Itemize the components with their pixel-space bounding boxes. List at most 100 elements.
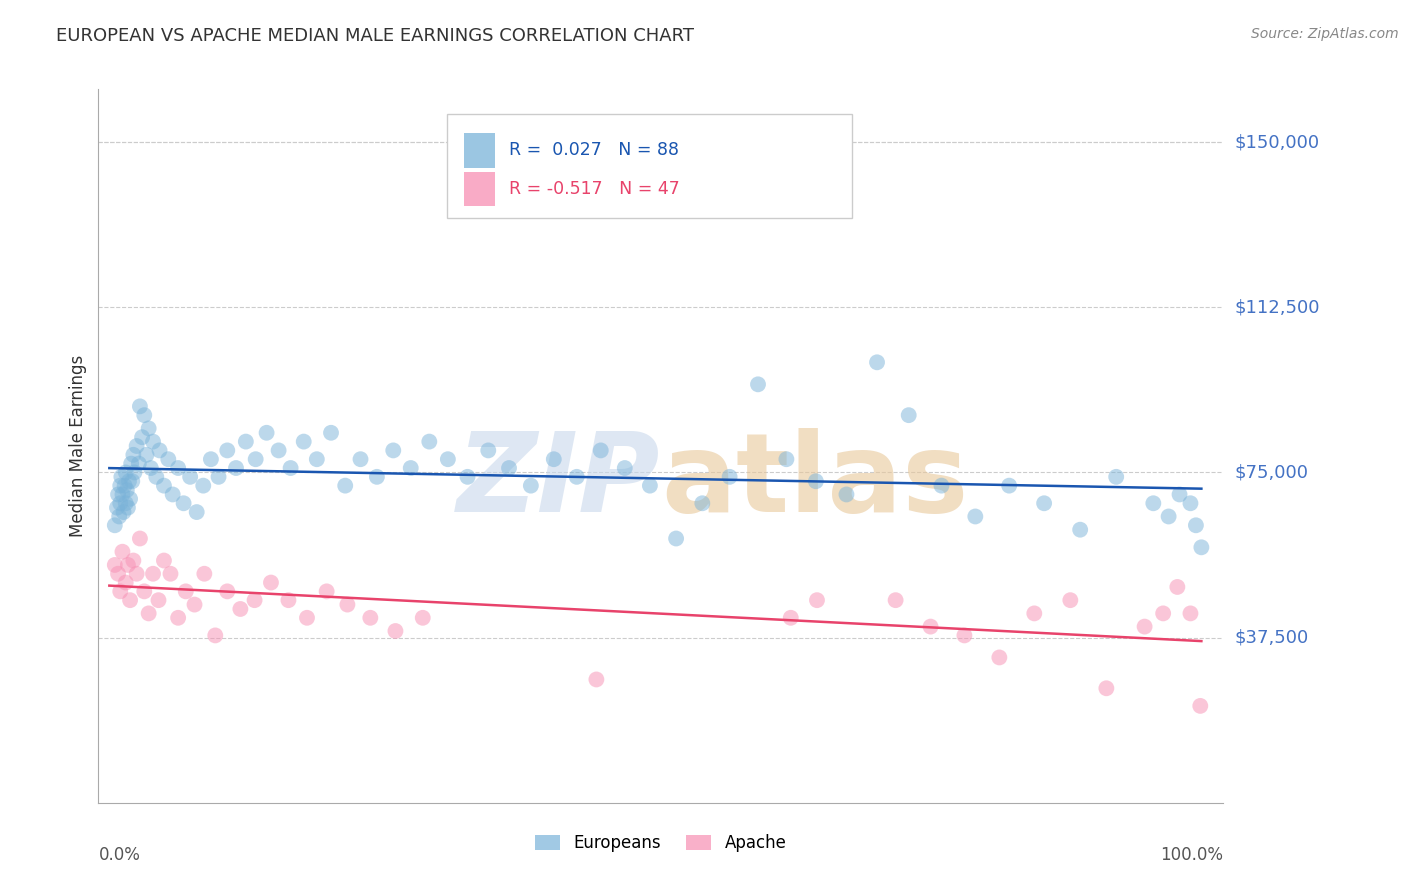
Point	[193, 478, 215, 492]
Point	[382, 443, 405, 458]
Point	[183, 598, 205, 612]
Point	[107, 487, 129, 501]
Text: $37,500: $37,500	[1234, 629, 1309, 647]
Text: $75,000: $75,000	[1234, 464, 1309, 482]
Point	[111, 487, 134, 501]
Point	[1168, 487, 1191, 501]
Point	[638, 478, 661, 492]
Point	[998, 478, 1021, 492]
Point	[217, 584, 239, 599]
Point	[229, 602, 252, 616]
Point	[1157, 509, 1180, 524]
Point	[114, 466, 136, 480]
Point	[1166, 580, 1188, 594]
Point	[204, 628, 226, 642]
Point	[153, 478, 176, 492]
Point	[167, 461, 190, 475]
Point	[292, 434, 315, 449]
Point	[835, 487, 858, 501]
Point	[200, 452, 222, 467]
Point	[110, 478, 132, 492]
Point	[104, 518, 127, 533]
Point	[122, 553, 145, 567]
Point	[335, 478, 357, 492]
Point	[125, 566, 148, 581]
Point	[120, 491, 142, 506]
Point	[336, 598, 359, 612]
Point	[114, 575, 136, 590]
Point	[110, 584, 132, 599]
Point	[779, 611, 801, 625]
Point	[866, 355, 889, 369]
Point	[142, 566, 165, 581]
Point	[1095, 681, 1118, 696]
Point	[1152, 607, 1174, 621]
Point	[366, 470, 388, 484]
Bar	[464, 171, 495, 206]
Point	[295, 611, 318, 625]
Point	[718, 470, 741, 484]
Point	[110, 496, 132, 510]
Point	[117, 500, 139, 515]
Point	[418, 434, 440, 449]
Point	[162, 487, 184, 501]
Bar	[464, 133, 495, 168]
Point	[217, 443, 239, 458]
Point	[775, 452, 797, 467]
Point	[135, 448, 157, 462]
Point	[110, 470, 132, 484]
Point	[138, 607, 160, 621]
Y-axis label: Median Male Earnings: Median Male Earnings	[69, 355, 87, 537]
Point	[384, 624, 406, 638]
Point	[305, 452, 328, 467]
Point	[1180, 496, 1202, 510]
Point	[457, 470, 479, 484]
Text: atlas: atlas	[661, 428, 969, 535]
Point	[134, 584, 156, 599]
Point	[589, 443, 612, 458]
Point	[243, 593, 266, 607]
Point	[804, 475, 827, 489]
Point	[128, 457, 150, 471]
Point	[179, 470, 201, 484]
Point	[1189, 541, 1212, 555]
Point	[173, 496, 195, 510]
Point	[122, 448, 145, 462]
Point	[104, 558, 127, 572]
Point	[107, 566, 129, 581]
Point	[988, 650, 1011, 665]
Point	[138, 421, 160, 435]
Point	[245, 452, 267, 467]
Point	[129, 532, 152, 546]
Point	[931, 478, 953, 492]
Point	[897, 408, 920, 422]
Point	[114, 478, 136, 492]
Point	[256, 425, 278, 440]
Point	[148, 593, 170, 607]
Text: 0.0%: 0.0%	[98, 846, 141, 863]
Point	[105, 500, 128, 515]
Point	[1142, 496, 1164, 510]
Point	[1189, 698, 1212, 713]
Point	[108, 509, 131, 524]
Text: R =  0.027   N = 88: R = 0.027 N = 88	[509, 142, 679, 160]
Point	[121, 475, 143, 489]
Point	[120, 457, 142, 471]
Point	[115, 483, 138, 497]
Point	[145, 470, 167, 484]
Point	[280, 461, 302, 475]
Point	[965, 509, 987, 524]
Point	[349, 452, 371, 467]
Point	[125, 439, 148, 453]
Point	[174, 584, 197, 599]
Text: Source: ZipAtlas.com: Source: ZipAtlas.com	[1251, 27, 1399, 41]
Point	[225, 461, 247, 475]
Text: $112,500: $112,500	[1234, 298, 1320, 317]
Point	[139, 461, 162, 475]
Point	[747, 377, 769, 392]
Point	[129, 400, 152, 414]
Text: $150,000: $150,000	[1234, 133, 1319, 151]
Point	[157, 452, 180, 467]
Point	[520, 478, 543, 492]
Legend: Europeans, Apache: Europeans, Apache	[529, 828, 793, 859]
